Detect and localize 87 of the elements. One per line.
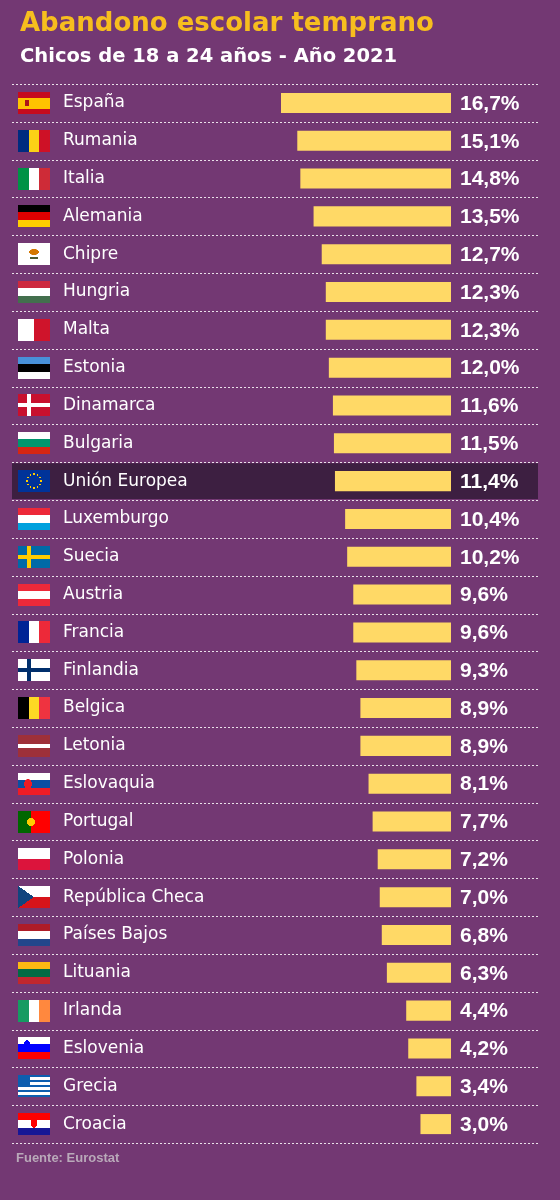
data-label: 7,2% (460, 847, 509, 871)
data-label: 9,3% (460, 658, 509, 682)
bar (372, 811, 451, 832)
bar (313, 206, 451, 227)
y-tick-label: Polonia (63, 847, 125, 868)
data-label: 16,7% (460, 90, 520, 114)
bar (328, 357, 451, 378)
bar (321, 244, 451, 265)
data-label: 10,2% (460, 544, 520, 568)
y-tick-label: Países Bajos (63, 923, 168, 944)
data-label: 13,5% (460, 204, 520, 228)
data-label: 3,4% (460, 1074, 509, 1098)
data-label: 9,6% (460, 620, 509, 644)
bar (386, 962, 451, 983)
data-label: 8,1% (460, 771, 509, 795)
data-label: 15,1% (460, 128, 520, 152)
data-label: 7,7% (460, 809, 509, 833)
data-label: 8,9% (460, 733, 509, 757)
bar (332, 395, 451, 416)
bar (334, 471, 451, 492)
data-label: 10,4% (460, 506, 520, 530)
data-label: 12,3% (460, 279, 520, 303)
bar (379, 887, 451, 908)
data-label: 4,4% (460, 998, 509, 1022)
data-label: 12,7% (460, 241, 520, 265)
y-tick-label: Malta (63, 318, 110, 339)
y-tick-label: España (63, 91, 125, 112)
y-tick-label: Eslovaquia (63, 772, 155, 793)
data-label: 6,3% (460, 960, 509, 984)
bar (360, 698, 451, 719)
y-tick-label: Finlandia (63, 658, 139, 679)
chart-title: Abandono escolar temprano (20, 6, 434, 38)
y-tick-label: Portugal (63, 809, 134, 830)
bar (360, 735, 451, 756)
data-label: 12,0% (460, 355, 520, 379)
y-tick-label: Austria (63, 583, 124, 604)
y-tick-label: Unión Europea (63, 469, 188, 490)
bar (356, 660, 451, 681)
data-label: 7,0% (460, 884, 509, 908)
y-tick-label: Hungria (63, 280, 131, 301)
bar (377, 849, 451, 870)
bar (420, 1114, 451, 1135)
y-tick-label: Luxemburgo (63, 507, 169, 528)
y-tick-label: República Checa (63, 885, 205, 906)
bar (300, 168, 451, 189)
bar (325, 319, 451, 340)
y-tick-label: Francia (63, 620, 125, 641)
bar (416, 1076, 451, 1097)
bar (406, 1000, 451, 1021)
y-tick-label: Bulgaria (63, 431, 134, 452)
bar (281, 92, 451, 113)
bar (353, 622, 451, 643)
y-tick-label: Suecia (63, 545, 120, 566)
y-tick-label: Grecia (63, 1074, 118, 1095)
bar (297, 130, 451, 151)
y-tick-label: Italia (63, 166, 105, 187)
bar (345, 508, 451, 529)
data-label: 3,0% (460, 1111, 509, 1135)
bar (408, 1038, 451, 1059)
chart-subtitle: Chicos de 18 a 24 años - Año 2021 (20, 43, 398, 69)
y-tick-label: Letonia (63, 734, 126, 755)
y-tick-label: Lituania (63, 961, 131, 982)
data-label: 14,8% (460, 166, 520, 190)
y-tick-label: Irlanda (63, 999, 123, 1020)
y-tick-label: Belgica (63, 696, 126, 717)
data-label: 11,4% (460, 468, 519, 492)
bar (333, 433, 451, 454)
data-label: 4,2% (460, 1036, 509, 1060)
y-tick-label: Estonia (63, 356, 126, 377)
y-tick-label: Chipre (63, 242, 119, 263)
data-label: 8,9% (460, 695, 509, 719)
data-label: 12,3% (460, 317, 520, 341)
y-tick-label: Croacia (63, 1112, 127, 1133)
data-label: 11,6% (460, 393, 519, 417)
bar (368, 773, 451, 794)
bar (347, 546, 451, 567)
y-tick-label: Alemania (63, 204, 143, 225)
bar (353, 584, 451, 605)
y-tick-label: Dinamarca (63, 393, 156, 414)
source-note: Fuente: Eurostat (16, 1150, 120, 1166)
y-tick-label: Eslovenia (63, 1036, 145, 1057)
bar (325, 282, 451, 303)
y-tick-label: Rumania (63, 129, 138, 150)
bar (381, 924, 451, 946)
data-label: 6,8% (460, 922, 509, 946)
data-label: 9,6% (460, 582, 509, 606)
data-label: 11,5% (460, 431, 519, 455)
